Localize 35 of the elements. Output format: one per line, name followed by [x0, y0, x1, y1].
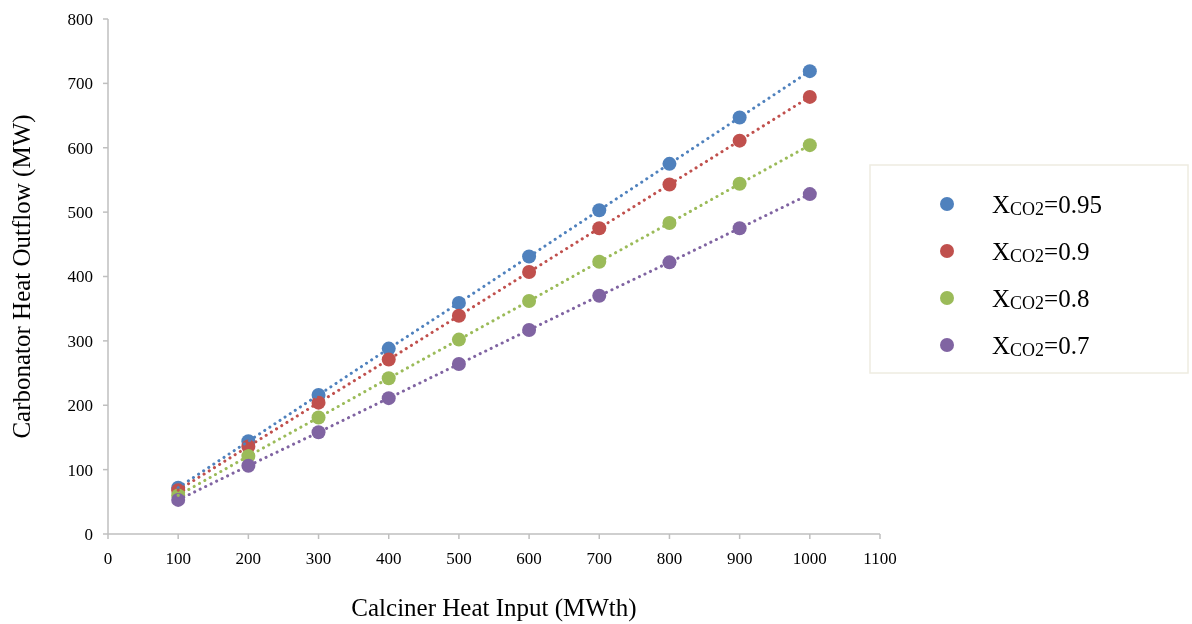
point: [802, 187, 817, 202]
x-tick-label: 900: [726, 549, 753, 568]
y-tick-label: 500: [67, 203, 93, 223]
point: [802, 138, 817, 153]
y-tick-label: 600: [67, 138, 93, 158]
legend-label: X$_{CO2}$=0.9: [992, 237, 1090, 266]
y-axis-title: Carbonator Heat Outflow (MW): [8, 114, 36, 439]
point: [802, 89, 817, 104]
point: [802, 64, 817, 79]
x-tick-label: 800: [656, 549, 683, 568]
point: [522, 264, 537, 279]
x-tick-label: 700: [586, 549, 613, 568]
y-tick-label: 100: [67, 460, 93, 480]
y-tick-label: 700: [67, 74, 93, 94]
x-tick-label: 100: [165, 549, 191, 568]
x-tick-label: 600: [516, 549, 542, 568]
y-tick-label: 300: [67, 331, 93, 351]
x-tick-label: 1000: [792, 549, 827, 568]
point: [381, 391, 396, 406]
legend-label: X$_{CO2}$=0.95: [992, 190, 1102, 219]
legend-label: X$_{CO2}$=0.8: [992, 284, 1090, 313]
y-tick-label: 800: [67, 9, 93, 29]
y-tick-label: 0: [84, 524, 93, 544]
point: [592, 203, 607, 218]
x-tick-label: 200: [235, 549, 262, 568]
x-tick-label: 400: [375, 549, 402, 568]
x-tick-label: 1100: [863, 549, 897, 568]
legend-label: X$_{CO2}$=0.7: [992, 331, 1090, 360]
y-tick-label: 200: [67, 396, 93, 416]
x-tick-label: 500: [446, 549, 472, 568]
point: [381, 371, 396, 386]
x-tick-label: 300: [305, 549, 332, 568]
x-axis-title: Calciner Heat Input (MWth): [351, 594, 637, 622]
y-tick-label: 400: [67, 267, 93, 287]
x-tick-label: 0: [103, 549, 113, 568]
